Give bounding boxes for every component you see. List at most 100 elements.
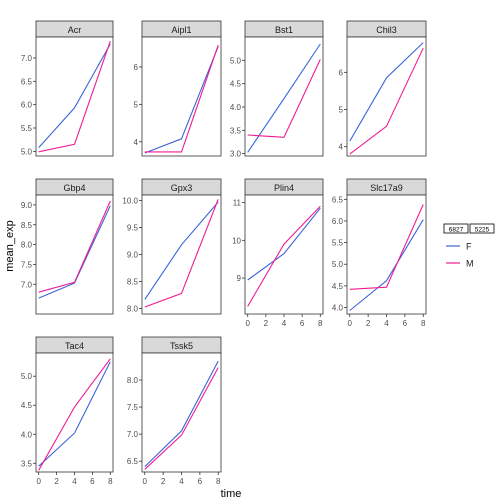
y-tick-label: 5.0	[230, 56, 242, 65]
facet-title: Acr	[68, 25, 82, 35]
y-tick-label: 4.0	[332, 304, 344, 313]
facet-panel-plin4: Plin4 9 10 11	[232, 178, 324, 315]
facet-title: Gpx3	[171, 183, 193, 193]
x-tick-label: 4	[282, 319, 287, 328]
facet-title: Aipl1	[171, 25, 191, 35]
y-tick-label: 8.5	[21, 221, 33, 230]
x-tick-label: 8	[318, 319, 323, 328]
y-tick-label: 8.0	[127, 305, 139, 314]
y-tick-label: 10	[232, 236, 241, 245]
y-tick-label: 9.0	[127, 251, 139, 260]
series-line-m	[144, 45, 219, 153]
y-tick-label: 10.0	[122, 196, 138, 205]
legend-title-glyph-text: 6827	[449, 227, 464, 234]
series-line-f	[247, 207, 321, 281]
y-tick-label: 6.0	[332, 217, 344, 226]
x-tick-label: 2	[54, 477, 59, 486]
facet-frame	[346, 194, 427, 315]
legend-title-glyph	[469, 223, 495, 234]
series-line-f	[247, 43, 321, 153]
y-tick-label: 3.0	[230, 150, 242, 159]
facet-frame	[141, 352, 222, 473]
series-line-m	[247, 59, 321, 138]
facet-panel-tac4: Tac4 3.5 4.0 4.5 5.0	[21, 336, 114, 473]
series-line-f	[144, 360, 219, 467]
legend-title-glyph-text: 5225	[475, 227, 490, 234]
x-tick-label: 2	[366, 319, 371, 328]
y-tick-label: 4.5	[230, 80, 242, 89]
x-tick-label: 6	[403, 319, 408, 328]
y-tick-label: 6.5	[21, 77, 33, 86]
series-line-f	[349, 42, 424, 142]
bottom-axes: 0 2 4 6 8 0 2 4 6 8 0 2 4 6 8 0 2 4 6 8	[36, 314, 426, 486]
y-tick-label: 6.0	[21, 101, 33, 110]
y-tick-label: 3.5	[230, 126, 242, 135]
facet-frame	[141, 36, 222, 157]
y-tick-label: 9.0	[21, 201, 33, 210]
series-line-f	[38, 43, 111, 148]
facet-panel-gpx3: Gpx3 8.0 8.5 9.0 9.5 10.0	[122, 178, 222, 315]
y-tick-label: 8.0	[127, 376, 139, 385]
y-tick-label: 7.0	[21, 54, 33, 63]
y-tick-label: 4.0	[21, 430, 33, 439]
x-tick-label: 0	[348, 319, 353, 328]
facet-panel-tssk5: Tssk5 6.5 7.0 7.5 8.0	[127, 336, 222, 473]
y-tick-label: 7.5	[127, 403, 139, 412]
series-line-m	[38, 41, 111, 153]
y-axis-label: mean_exp	[4, 220, 16, 271]
y-tick-label: 4.0	[230, 103, 242, 112]
y-tick-label: 7.0	[21, 280, 33, 289]
y-tick-label: 5.0	[332, 260, 344, 269]
facet-title: Chil3	[376, 25, 397, 35]
legend-title-glyph	[443, 223, 469, 234]
facet-panel-gbp4: Gbp4 7.0 7.5 8.0 8.5 9.0	[21, 178, 114, 315]
x-tick-label: 4	[72, 477, 77, 486]
y-tick-label: 5.5	[21, 124, 33, 133]
facet-title: Tssk5	[170, 341, 193, 351]
facet-frame	[346, 36, 427, 157]
x-tick-label: 6	[300, 319, 305, 328]
facet-panels: Acr 5.0 5.5 6.0 6.5 7.0 Aipl1 4 5 6 Bst1 3.0 3.5 4.0 4…	[21, 20, 427, 473]
facet-panel-bst1: Bst1 3.0 3.5 4.0 4.5 5.0	[230, 20, 324, 159]
x-tick-label: 4	[179, 477, 184, 486]
y-tick-label: 8.0	[21, 241, 33, 250]
y-tick-label: 9	[237, 274, 242, 283]
y-tick-label: 11	[233, 199, 242, 208]
y-tick-label: 6.5	[332, 195, 344, 204]
y-tick-label: 5	[339, 106, 344, 115]
y-tick-label: 7.0	[127, 430, 139, 439]
x-tick-label: 2	[264, 319, 269, 328]
y-tick-label: 5.5	[332, 239, 344, 248]
legend: 6827 5225 FM	[443, 223, 495, 269]
legend-label: M	[466, 259, 474, 269]
y-tick-label: 4.5	[21, 401, 33, 410]
x-tick-label: 0	[36, 477, 41, 486]
x-tick-label: 8	[216, 477, 221, 486]
series-line-f	[38, 361, 111, 467]
series-line-m	[38, 200, 111, 293]
y-tick-label: 5.0	[21, 147, 33, 156]
x-tick-label: 0	[245, 319, 250, 328]
y-tick-label: 6	[134, 63, 139, 72]
x-tick-label: 0	[143, 477, 148, 486]
facet-title: Tac4	[65, 341, 84, 351]
series-line-f	[38, 205, 111, 299]
x-tick-label: 8	[421, 319, 426, 328]
series-line-m	[349, 47, 424, 155]
x-tick-label: 6	[198, 477, 203, 486]
x-axis-label: time	[221, 488, 242, 500]
y-tick-label: 3.5	[21, 459, 33, 468]
series-line-f	[349, 219, 424, 311]
x-tick-label: 2	[161, 477, 166, 486]
series-line-m	[247, 205, 321, 307]
series-line-m	[38, 358, 111, 471]
y-tick-label: 9.5	[127, 223, 139, 232]
y-tick-label: 5.0	[21, 372, 33, 381]
facet-title: Gbp4	[63, 183, 85, 193]
y-tick-label: 6.5	[127, 457, 139, 466]
x-tick-label: 8	[108, 477, 113, 486]
facet-frame	[35, 194, 114, 315]
facet-title: Bst1	[275, 25, 293, 35]
y-tick-label: 4	[339, 143, 344, 152]
